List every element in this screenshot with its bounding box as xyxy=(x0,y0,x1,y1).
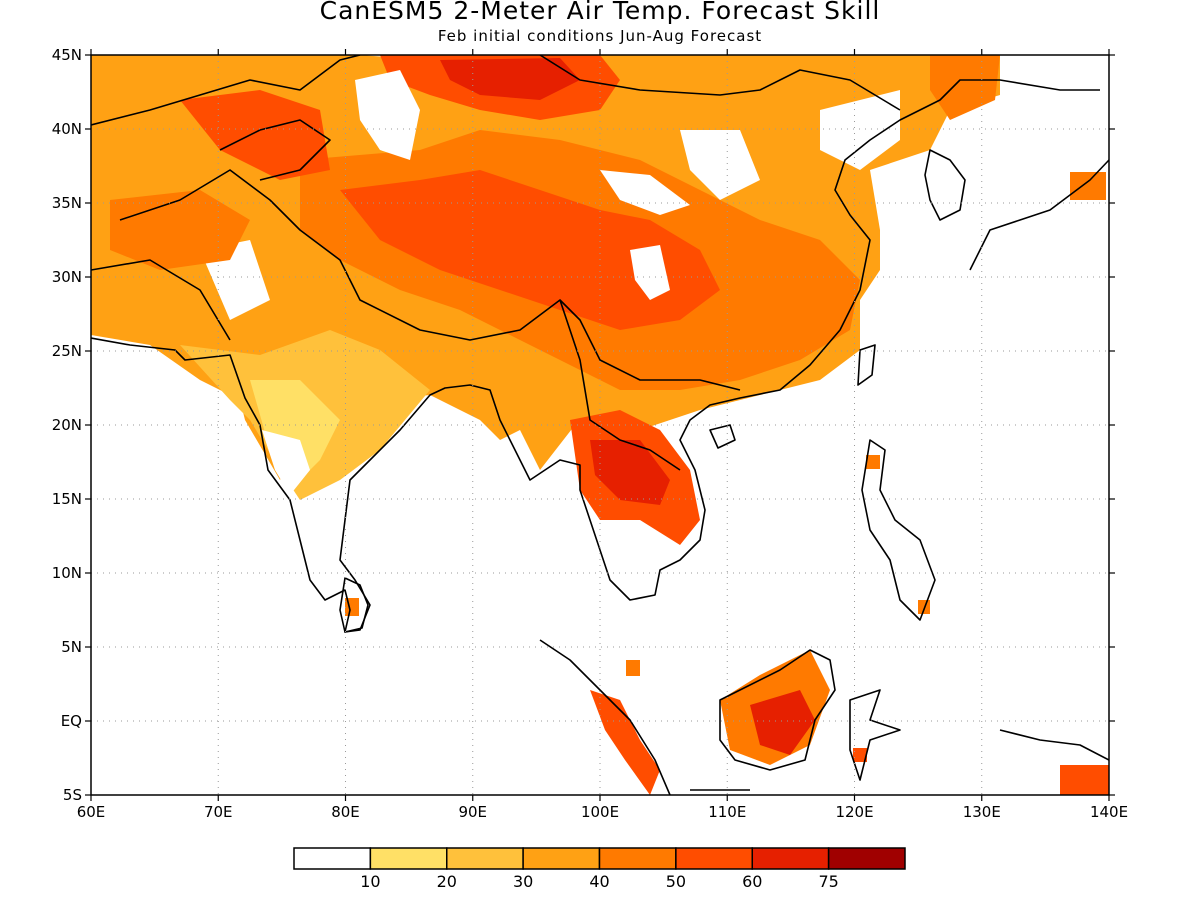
border-line xyxy=(91,55,361,126)
x-tick-label: 120E xyxy=(835,803,873,821)
y-tick-label: 5N xyxy=(61,638,82,656)
skill-patch xyxy=(1060,765,1109,795)
colorbar-bin xyxy=(751,847,830,870)
coastlines xyxy=(91,55,1109,795)
x-tick-label: 100E xyxy=(581,803,619,821)
y-tick-label: 45N xyxy=(52,46,82,64)
skill-patch-white xyxy=(630,245,670,300)
y-tick-label: 25N xyxy=(52,342,82,360)
philippines xyxy=(861,439,936,621)
x-tick-label: 80E xyxy=(331,803,360,821)
skill-region-sumatra xyxy=(590,690,660,795)
colorbar-bin xyxy=(598,847,677,870)
new-guinea xyxy=(999,729,1109,761)
map-subtitle: Feb initial conditions Jun-Aug Forecast xyxy=(437,27,763,45)
skill-patch-white xyxy=(355,70,420,160)
skill-patch-white xyxy=(600,170,690,215)
taiwan xyxy=(857,344,876,386)
skill-region-mongolia-core xyxy=(440,58,580,100)
skill-patch xyxy=(853,748,867,762)
borneo xyxy=(719,649,836,771)
skill-region-tibet-core xyxy=(340,170,720,330)
x-tick-label: 130E xyxy=(963,803,1001,821)
japan xyxy=(969,159,1109,271)
y-tick-label: 15N xyxy=(52,490,82,508)
skill-patch xyxy=(866,455,880,469)
y-tick-label: 10N xyxy=(52,564,82,582)
skill-patch-japan xyxy=(1070,172,1106,200)
colorbar-bin xyxy=(446,847,524,870)
skill-patch-korea xyxy=(930,55,1000,120)
colorbar: 10 20 30 40 50 60 75 xyxy=(293,847,906,891)
y-tick-label: EQ xyxy=(61,712,82,730)
y-tick-label: 5S xyxy=(63,786,82,804)
colorbar-label: 60 xyxy=(742,872,762,891)
colorbar-bin xyxy=(293,847,372,870)
sulawesi xyxy=(849,689,901,781)
skill-region-india-white xyxy=(262,430,310,495)
skill-region-tajik xyxy=(180,90,330,180)
colorbar-label: 10 xyxy=(360,872,380,891)
x-tick-label: 140E xyxy=(1090,803,1128,821)
skill-patch xyxy=(918,600,930,614)
x-tick-label: 60E xyxy=(77,803,106,821)
colorbar-bin xyxy=(369,847,448,870)
map-title: CanESM5 2-Meter Air Temp. Forecast Skill xyxy=(319,0,881,25)
border-line xyxy=(539,55,901,111)
axes: 60E 70E 80E 90E 100E 110E 120E 130E 140E 5S EQ 5N 10… xyxy=(52,46,1128,821)
colorbar-label: 20 xyxy=(437,872,457,891)
skill-region-india-low xyxy=(250,380,340,480)
x-tick-label: 90E xyxy=(458,803,487,821)
skill-shading xyxy=(91,55,1109,795)
skill-patch-white xyxy=(680,130,760,200)
skill-region-afghanistan xyxy=(110,190,250,270)
colorbar-label: 50 xyxy=(666,872,686,891)
skill-patch-white xyxy=(820,90,900,170)
sumatra xyxy=(539,639,671,795)
x-tick-label: 70E xyxy=(204,803,233,821)
border-line xyxy=(219,119,331,181)
sri-lanka xyxy=(339,577,369,633)
y-tick-label: 30N xyxy=(52,268,82,286)
border-line xyxy=(119,169,741,391)
colorbar-bin xyxy=(675,847,753,870)
y-tick-label: 40N xyxy=(52,120,82,138)
y-tick-label: 20N xyxy=(52,416,82,434)
border-line xyxy=(559,299,681,471)
colorbar-label: 30 xyxy=(513,872,533,891)
skill-patch xyxy=(626,660,640,676)
skill-region-indochina-core xyxy=(590,440,670,505)
x-tick-label: 110E xyxy=(708,803,746,821)
y-tick-label: 35N xyxy=(52,194,82,212)
colorbar-label: 40 xyxy=(589,872,609,891)
skill-region-borneo-core xyxy=(750,690,815,755)
border-line xyxy=(91,259,231,341)
korea xyxy=(924,149,966,221)
colorbar-label: 75 xyxy=(818,872,838,891)
hainan xyxy=(709,424,736,449)
coastline-west xyxy=(91,79,1100,633)
colorbar-bin xyxy=(522,847,601,870)
colorbar-bin xyxy=(827,847,906,870)
